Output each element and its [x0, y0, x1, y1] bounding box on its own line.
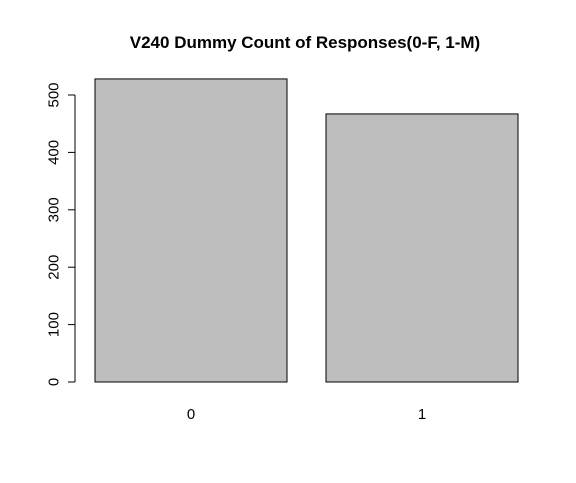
y-tick-label: 100: [45, 312, 62, 337]
bars: [94, 78, 519, 383]
y-tick-label: 300: [45, 197, 62, 222]
y-tick-label: 200: [45, 255, 62, 280]
y-axis: 0 100 200 300 400 500: [45, 82, 76, 386]
bar-1: [325, 113, 519, 383]
bar-0: [94, 78, 288, 383]
chart-title: V240 Dummy Count of Responses(0-F, 1-M): [130, 33, 480, 52]
y-tick-label: 400: [45, 140, 62, 165]
y-tick-label: 500: [45, 82, 62, 107]
x-tick-label: 0: [187, 406, 195, 423]
y-tick-label: 0: [45, 378, 62, 386]
x-tick-label: 1: [418, 406, 426, 423]
